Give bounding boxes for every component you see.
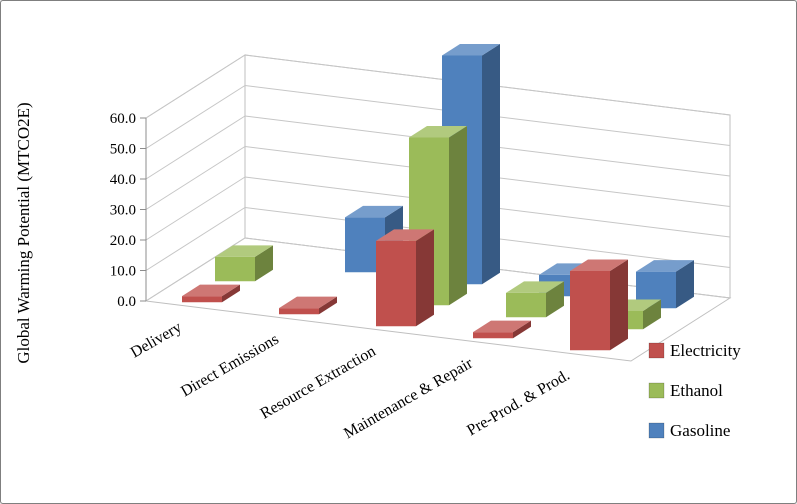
bar-side-face — [513, 320, 531, 339]
bar-electricity-resource-extraction — [376, 229, 434, 327]
bar-ethanol-maintenance-repair — [506, 281, 564, 318]
legend-label-gasoline: Gasoline — [670, 421, 730, 440]
category-label-maintenance-repair: Maintenance & Repair — [341, 354, 476, 442]
gridline-left-wall — [145, 207, 246, 271]
bar-side-face — [482, 44, 500, 285]
bar-top-face — [279, 296, 337, 309]
bar-ethanol-delivery — [215, 245, 273, 282]
bar-top-face — [409, 126, 467, 138]
y-tick-label: 30.0 — [110, 203, 136, 219]
legend-entry-gasoline: Gasoline — [648, 421, 730, 440]
bar-top-face — [376, 229, 434, 241]
y-tick-label: 60.0 — [110, 111, 136, 127]
legend-label-ethanol: Ethanol — [670, 381, 723, 400]
bar-front-face — [570, 270, 610, 351]
y-tick-label: 20.0 — [110, 233, 136, 249]
bar-electricity-direct-emissions — [279, 296, 337, 315]
bar-top-face — [442, 44, 500, 56]
bar-top-face — [570, 259, 628, 271]
gridline-left-wall — [145, 115, 246, 180]
bar-top-face — [473, 320, 531, 333]
bar-front-face — [215, 256, 255, 282]
gridline-left-wall — [145, 146, 246, 210]
bar-side-face — [676, 260, 694, 309]
y-tick-label: 40.0 — [110, 172, 136, 188]
category-label-direct-emissions: Direct Emissions — [178, 331, 282, 401]
y-axis-title: Global Warming Potential (MTCO2E) — [14, 102, 33, 363]
bar-top-face — [345, 205, 403, 218]
bar-electricity-pre-prod-prod — [570, 259, 628, 351]
bar-side-face — [546, 281, 564, 318]
bar-front-face — [279, 308, 319, 315]
bar-electricity-delivery — [182, 284, 240, 303]
bar-front-face — [506, 292, 546, 318]
bar-side-face — [610, 259, 628, 351]
bar-side-face — [319, 296, 337, 315]
y-tick-label: 50.0 — [110, 142, 136, 158]
legend-entry-ethanol: Ethanol — [648, 381, 723, 400]
bar-front-face — [473, 332, 513, 339]
bar-front-face — [376, 240, 416, 327]
category-label-delivery: Delivery — [128, 319, 185, 362]
bar-top-face — [215, 245, 273, 257]
bar-front-face — [182, 296, 222, 303]
gridline-left-wall — [145, 176, 246, 241]
bar-electricity-maintenance-repair — [473, 320, 531, 339]
bar-side-face — [222, 284, 240, 303]
bar-side-face — [449, 126, 467, 306]
legend-swatch-ethanol — [648, 382, 665, 399]
bar-side-face — [255, 245, 273, 282]
legend-entry-electricity: Electricity — [648, 341, 741, 360]
bar-side-face — [643, 299, 661, 330]
legend-swatch-electricity — [648, 342, 665, 359]
category-label-pre-prod-prod: Pre-Prod. & Prod. — [464, 367, 573, 440]
gridline-left-wall — [145, 54, 246, 119]
gridline-left-wall — [145, 85, 246, 149]
bar-top-face — [506, 281, 564, 293]
bar-top-face — [182, 284, 240, 297]
category-label-resource-extraction: Resource Extraction — [258, 343, 379, 423]
y-tick-label: 0.0 — [117, 294, 136, 310]
bar-side-face — [416, 229, 434, 327]
bar-top-face — [636, 260, 694, 272]
y-tick-label: 10.0 — [110, 264, 136, 280]
legend-swatch-gasoline — [648, 422, 665, 439]
legend-label-electricity: Electricity — [670, 341, 741, 360]
